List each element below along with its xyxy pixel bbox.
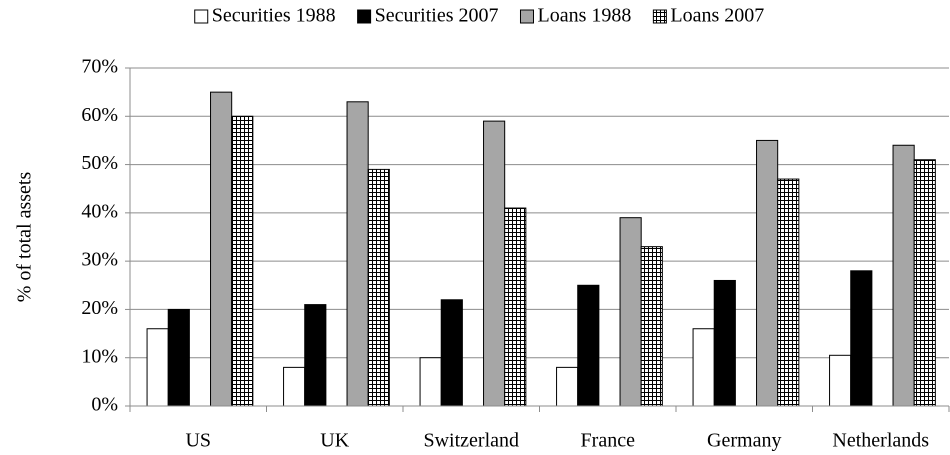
y-axis-label: % of total assets xyxy=(14,172,36,303)
legend-label: Securities 2007 xyxy=(375,5,499,27)
legend-label: Loans 2007 xyxy=(670,5,764,27)
bar xyxy=(777,178,800,407)
bar xyxy=(713,279,736,407)
bar xyxy=(577,284,600,407)
x-tick-label: Germany xyxy=(707,430,781,452)
bar xyxy=(440,299,463,407)
y-tick-label: 60% xyxy=(81,104,118,126)
bar xyxy=(367,168,390,407)
bar xyxy=(829,354,852,407)
bar xyxy=(913,159,936,407)
y-tick-label: 0% xyxy=(91,394,118,416)
bar xyxy=(231,115,254,407)
x-tick-label: France xyxy=(581,430,636,452)
bar xyxy=(283,366,306,407)
bar xyxy=(146,328,169,407)
x-tick-label: Switzerland xyxy=(423,430,519,452)
bar xyxy=(756,139,779,407)
bar xyxy=(556,366,579,407)
bar xyxy=(640,246,663,407)
legend-swatch xyxy=(519,9,534,24)
y-tick-label: 10% xyxy=(81,345,118,367)
bar xyxy=(504,207,527,407)
y-tick-label: 20% xyxy=(81,297,118,319)
bar xyxy=(850,270,873,407)
legend-swatch xyxy=(357,9,372,24)
bar xyxy=(346,101,369,407)
x-tick-label: US xyxy=(185,430,211,452)
bar xyxy=(619,217,642,407)
bar xyxy=(892,144,915,407)
bar xyxy=(692,328,715,407)
bar xyxy=(304,304,327,407)
y-tick-label: 70% xyxy=(81,56,118,78)
bar xyxy=(210,91,233,407)
legend-swatch xyxy=(194,9,209,24)
y-tick-label: 50% xyxy=(81,152,118,174)
legend-label: Loans 1988 xyxy=(537,5,631,27)
x-tick-label: UK xyxy=(320,430,349,452)
bar xyxy=(419,357,442,407)
bar xyxy=(483,120,506,407)
x-tick-label: Netherlands xyxy=(832,430,929,452)
y-tick-label: 30% xyxy=(81,249,118,271)
y-tick-label: 40% xyxy=(81,200,118,222)
bar xyxy=(167,308,190,407)
legend-swatch xyxy=(652,9,667,24)
legend-label: Securities 1988 xyxy=(212,5,336,27)
